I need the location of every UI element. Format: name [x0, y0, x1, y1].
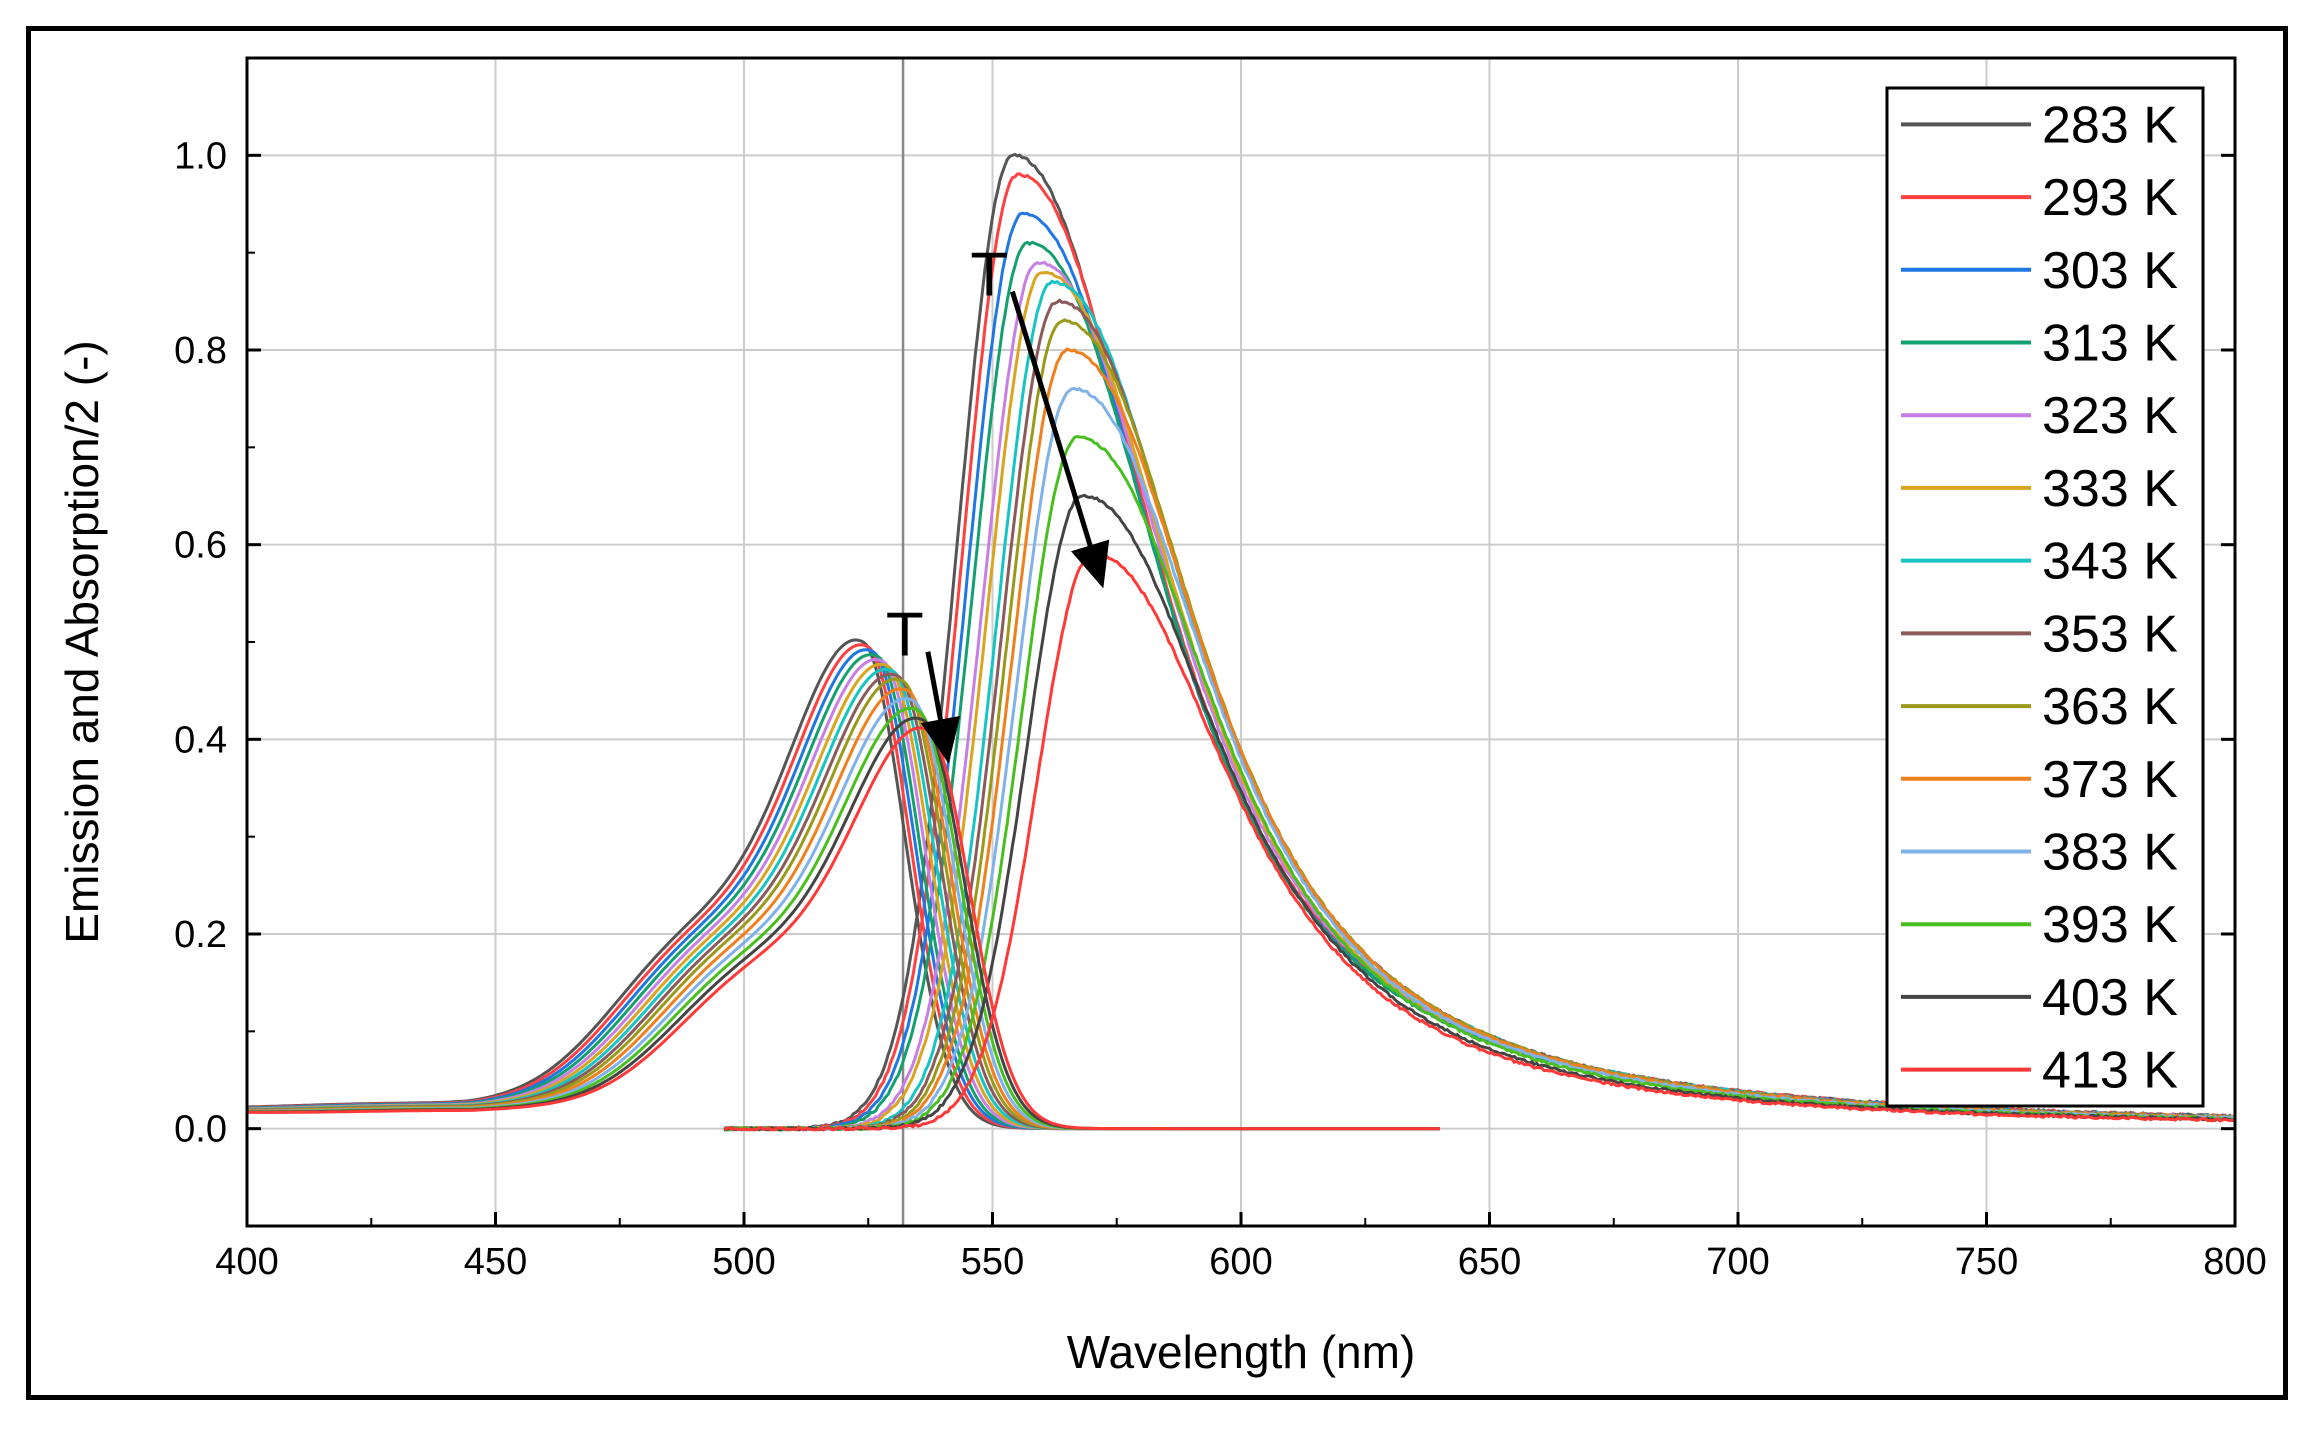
absorption-line-353K: [247, 672, 1440, 1131]
y-axis-title: Emission and Absorption/2 (-): [56, 340, 108, 943]
x-tick-label: 400: [215, 1241, 278, 1283]
y-tick-label: 0.4: [174, 719, 227, 761]
x-tick-label: 700: [1706, 1241, 1769, 1283]
ticks: 400 450 500 550 600 650 700 750 800 0.0 0.2 0.4 0.6 0…: [174, 57, 2267, 1283]
x-tick-label: 500: [712, 1241, 775, 1283]
legend-label: 333 K: [2042, 460, 2178, 518]
y-tick-label: 0.8: [174, 330, 227, 372]
legend-box: [1885, 86, 2205, 1108]
legend-label: 363 K: [2042, 678, 2178, 736]
absorption-line-383K: [247, 697, 1440, 1131]
annotations: TT: [886, 241, 1110, 764]
legend-label: 293 K: [2042, 169, 2178, 227]
annotation-arrow: [1009, 290, 1110, 589]
absorption-line-413K: [247, 726, 1440, 1131]
y-tick-label: 1.0: [174, 135, 227, 177]
legend-label: 373 K: [2042, 751, 2178, 809]
legend-label: 413 K: [2042, 1042, 2178, 1100]
y-tick-label: 0.0: [174, 1109, 227, 1151]
legend-label: 283 K: [2042, 96, 2178, 154]
legend-label: 323 K: [2042, 387, 2178, 445]
x-tick-label: 450: [464, 1241, 527, 1283]
x-axis-title: Wavelength (nm): [1067, 1326, 1416, 1378]
absorption-line-323K: [247, 657, 1440, 1131]
legend-label: 393 K: [2042, 896, 2178, 954]
x-tick-label: 650: [1458, 1241, 1521, 1283]
legend-label: 313 K: [2042, 315, 2178, 373]
y-tick-label: 0.2: [174, 914, 227, 956]
annotation-label: T: [886, 601, 924, 670]
absorption-line-403K: [247, 716, 1440, 1131]
x-tick-label: 800: [2203, 1241, 2266, 1283]
annotation-arrow: [920, 651, 961, 764]
annotation-label: T: [970, 241, 1008, 310]
absorption-line-363K: [247, 677, 1440, 1131]
legend-label: 403 K: [2042, 969, 2178, 1027]
x-tick-label: 750: [1955, 1241, 2018, 1283]
emission-line-413K: [723, 552, 2235, 1132]
legend-label: 353 K: [2042, 605, 2178, 663]
y-tick-label: 0.6: [174, 525, 227, 567]
legend-label: 303 K: [2042, 242, 2178, 300]
x-tick-label: 600: [1209, 1241, 1272, 1283]
absorption-line-373K: [247, 687, 1440, 1131]
absorption-line-313K: [247, 653, 1440, 1131]
x-tick-label: 550: [961, 1241, 1024, 1283]
legend: 283 K 293 K 303 K 313 K 323 K 333 K 343 K 353 K…: [1885, 86, 2205, 1108]
legend-label: 343 K: [2042, 533, 2178, 591]
series-layer: [247, 152, 2235, 1132]
absorption-line-283K: [247, 638, 1440, 1131]
legend-label: 383 K: [2042, 824, 2178, 882]
